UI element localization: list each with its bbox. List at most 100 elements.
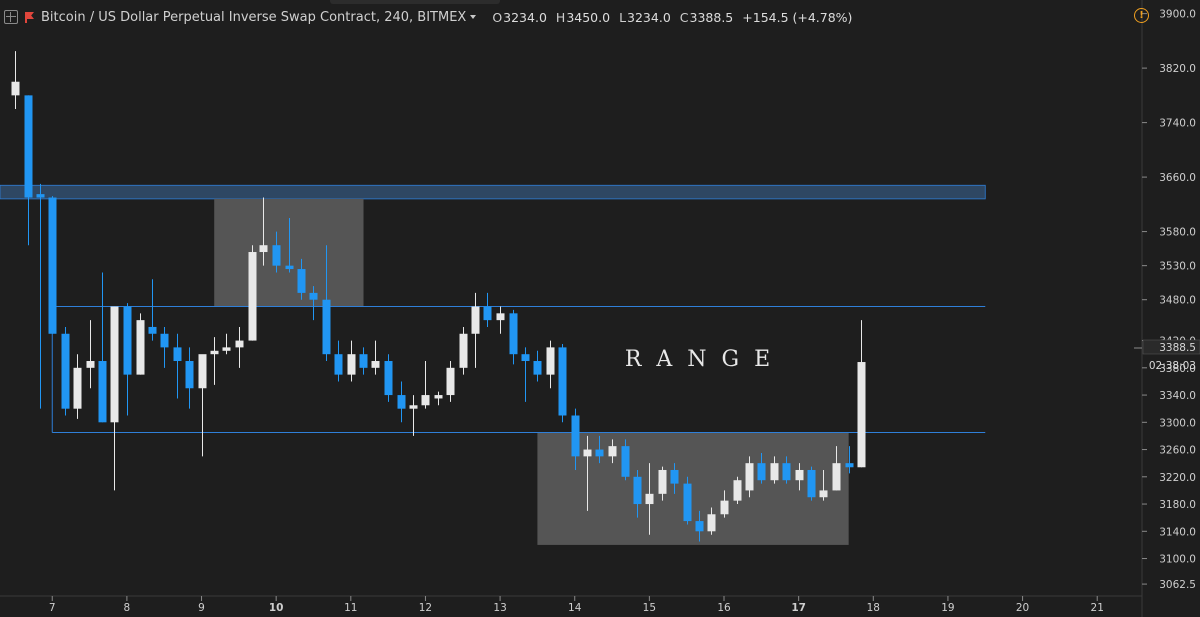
consolidation-box[interactable]: [214, 198, 364, 307]
candle[interactable]: [645, 463, 654, 535]
candle[interactable]: [248, 245, 257, 341]
candle-body: [371, 361, 380, 368]
candle[interactable]: [670, 463, 679, 494]
alert-icon[interactable]: !: [1134, 8, 1149, 23]
candle[interactable]: [61, 326, 70, 416]
candle-body: [782, 463, 791, 481]
candle[interactable]: [558, 343, 567, 423]
top-tab-handle[interactable]: [330, 0, 500, 4]
candle-body: [795, 469, 804, 481]
price-tick-label: 3820.0: [1159, 63, 1196, 75]
candle[interactable]: [48, 196, 57, 334]
candle[interactable]: [421, 361, 430, 409]
candle[interactable]: [173, 333, 182, 399]
candle[interactable]: [259, 197, 268, 266]
candle[interactable]: [347, 340, 356, 382]
candle[interactable]: [509, 309, 518, 365]
consolidation-box[interactable]: [537, 432, 849, 545]
candle[interactable]: [110, 306, 119, 491]
time-axis[interactable]: 7 8 9 10 11 12 13 14 15 16 17 18 19 20 21: [49, 596, 1104, 614]
candle[interactable]: [409, 395, 418, 436]
candle[interactable]: [309, 286, 318, 321]
candle[interactable]: [621, 439, 630, 481]
candle[interactable]: [707, 507, 716, 535]
candle[interactable]: [819, 469, 828, 501]
candle[interactable]: [24, 95, 33, 246]
candle[interactable]: [384, 354, 393, 402]
candle-body: [633, 476, 642, 505]
candle[interactable]: [73, 354, 82, 419]
price-axis[interactable]: 3900.0 3820.0 3740.0 3660.0 3580.0 3530.0 3480…: [1142, 9, 1196, 591]
candle[interactable]: [733, 476, 742, 505]
range-annotation[interactable]: RANGE: [625, 347, 785, 372]
candle-body: [546, 347, 555, 375]
price-tick-label: 3380.0: [1159, 363, 1196, 375]
candle[interactable]: [832, 446, 841, 491]
candle[interactable]: [459, 326, 468, 375]
candle-body: [807, 469, 816, 498]
candle-body: [707, 514, 716, 532]
candle[interactable]: [334, 340, 343, 382]
candle[interactable]: [695, 510, 704, 542]
candle[interactable]: [745, 456, 754, 498]
candle[interactable]: [571, 408, 580, 470]
candle[interactable]: [720, 490, 729, 518]
candle[interactable]: [36, 183, 45, 409]
candle[interactable]: [446, 361, 455, 402]
candle[interactable]: [297, 258, 306, 300]
candle[interactable]: [633, 469, 642, 518]
candle[interactable]: [98, 272, 107, 423]
symbol-title[interactable]: Bitcoin / US Dollar Perpetual Inverse Sw…: [41, 9, 467, 25]
candle[interactable]: [658, 466, 667, 501]
candle[interactable]: [496, 306, 505, 334]
candle-body: [309, 292, 318, 300]
candle[interactable]: [857, 320, 866, 468]
chevron-down-icon[interactable]: [470, 15, 477, 19]
candle[interactable]: [845, 446, 854, 474]
close-label: C: [679, 9, 689, 25]
candle[interactable]: [521, 347, 530, 402]
candle[interactable]: [757, 452, 766, 484]
candle[interactable]: [185, 347, 194, 409]
candle[interactable]: [683, 476, 692, 525]
candle[interactable]: [198, 354, 207, 457]
candle-body: [198, 354, 207, 389]
candle[interactable]: [148, 279, 157, 341]
candle-body: [297, 269, 306, 293]
candle[interactable]: [770, 456, 779, 484]
candle[interactable]: [795, 463, 804, 491]
candle[interactable]: [11, 51, 20, 109]
resistance-zone[interactable]: [0, 184, 986, 200]
last-price-label: 3388.5: [1159, 342, 1196, 354]
candle[interactable]: [434, 391, 443, 406]
candle[interactable]: [210, 337, 219, 385]
candle-body: [285, 265, 294, 270]
candle[interactable]: [483, 292, 492, 327]
candle[interactable]: [359, 347, 368, 375]
candle[interactable]: [86, 320, 95, 389]
candle[interactable]: [285, 217, 294, 273]
candle[interactable]: [471, 292, 480, 368]
candle-body: [819, 490, 828, 498]
candle[interactable]: [136, 313, 145, 375]
candle[interactable]: [235, 326, 244, 368]
candle[interactable]: [595, 435, 604, 464]
candle[interactable]: [123, 303, 132, 416]
candle[interactable]: [533, 350, 542, 382]
expand-icon[interactable]: [4, 10, 18, 24]
candle[interactable]: [272, 231, 281, 273]
candle[interactable]: [608, 439, 617, 464]
candle-body: [210, 350, 219, 355]
candle[interactable]: [160, 326, 169, 368]
candle[interactable]: [322, 245, 331, 362]
candle[interactable]: [546, 340, 555, 389]
candle[interactable]: [807, 466, 816, 501]
candle[interactable]: [583, 435, 592, 511]
candle[interactable]: [371, 340, 380, 375]
candle[interactable]: [222, 333, 231, 355]
candle[interactable]: [397, 381, 406, 423]
candle[interactable]: [782, 456, 791, 484]
flag-icon[interactable]: [25, 12, 35, 23]
candle-body: [148, 326, 157, 334]
